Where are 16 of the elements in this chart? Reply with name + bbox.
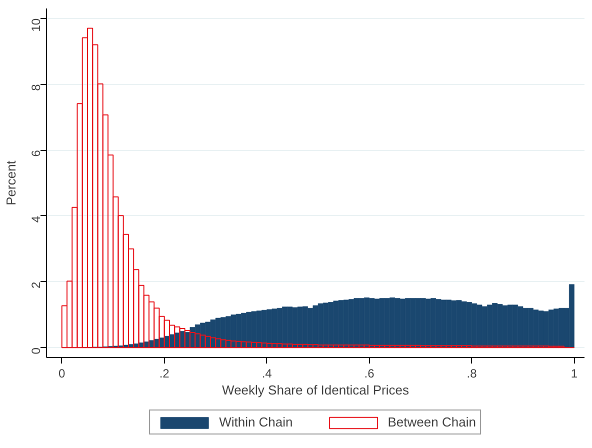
x-tick-label: .8 [466,366,478,380]
x-tick-label: .4 [262,366,272,380]
y-tick-label: 6 [29,150,43,157]
x-axis-title: Weekly Share of Identical Prices [222,382,410,398]
y-tick-label: 0 [29,347,43,354]
y-tick-label: 8 [29,84,43,91]
y-tick-label: 10 [29,18,43,32]
x-tick-label: .6 [364,366,375,380]
y-tick-label: 4 [29,216,43,223]
y-tick-label: 2 [29,281,43,288]
x-tick-label: .2 [159,366,170,380]
legend-label: Within Chain [219,414,293,430]
y-axis-title: Percent [4,160,18,206]
legend-label: Between Chain [388,414,476,430]
x-tick-label: 0 [58,366,66,380]
x-tick-label: 1 [570,366,578,380]
